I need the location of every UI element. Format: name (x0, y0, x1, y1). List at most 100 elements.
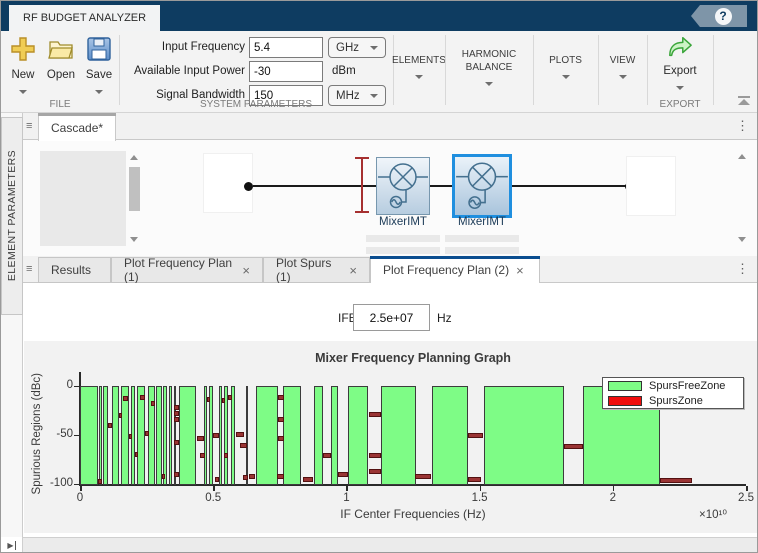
spurs-zone-marker (467, 433, 484, 439)
ribbon-separator (445, 35, 446, 105)
mixer-1-label: MixerIMT (379, 216, 427, 228)
input-node-dot (244, 182, 253, 191)
mixer-2-placeholder-bar (445, 247, 519, 254)
output-stage-box (626, 156, 676, 216)
legend-entry-label: SpursFreeZone (649, 379, 726, 392)
collapse-ribbon-icon (738, 96, 750, 98)
tab-plot-frequency-plan-2[interactable]: Plot Frequency Plan (2) × (370, 256, 540, 283)
spurs-free-zone-bar (173, 386, 177, 485)
export-button[interactable]: Export (649, 35, 711, 95)
mixer-block-1[interactable] (376, 157, 430, 215)
signal-bandwidth-unit-value: MHz (336, 89, 360, 102)
plot-tabs-kebab-menu-icon[interactable]: ⋮ (736, 261, 749, 276)
view-dropdown-button[interactable]: VIEW (598, 35, 647, 98)
ribbon-separator (119, 35, 120, 105)
chevron-down-icon (415, 74, 423, 79)
ribbon-separator (713, 35, 714, 105)
spurs-free-zone-bar (179, 386, 197, 485)
harmonic-balance-dropdown-button[interactable]: HARMONIC BALANCE (445, 35, 533, 98)
save-floppy-icon (87, 37, 111, 61)
spurs-free-zone-bar (163, 386, 168, 485)
available-input-power-field[interactable] (249, 61, 323, 82)
spurs-zone-marker (323, 453, 332, 459)
collapse-ribbon-button[interactable] (737, 96, 751, 106)
scroll-down-icon (130, 237, 138, 242)
plots-dropdown-button[interactable]: PLOTS (533, 35, 598, 98)
ifbw-field[interactable] (353, 304, 430, 331)
tab-results-label: Results (51, 263, 92, 277)
open-folder-icon (48, 41, 73, 59)
spurs-zone-marker (369, 453, 381, 459)
close-icon[interactable]: × (349, 262, 357, 278)
x-tick-label: 0 (76, 492, 84, 504)
canvas-scrollbar[interactable] (735, 146, 748, 250)
signal-bandwidth-unit-dropdown[interactable]: MHz (328, 85, 386, 106)
legend-row-spurszone: SpursZone (603, 393, 743, 408)
spurs-zone-marker (98, 478, 103, 484)
chart-title: Mixer Frequency Planning Graph (315, 351, 511, 365)
x-tick-mark (213, 486, 215, 491)
spurs-zone-marker (369, 411, 381, 417)
chevron-down-icon (370, 93, 378, 98)
active-tab-stripe (370, 256, 540, 259)
elements-dropdown-button[interactable]: ELEMENTS (392, 35, 446, 98)
available-input-power-unit: dBm (332, 65, 356, 77)
chevron-down-icon (485, 81, 493, 86)
cascade-tab[interactable]: Cascade* (38, 113, 116, 141)
spurs-zone-marker (278, 416, 284, 422)
x-tick-mark (479, 486, 482, 491)
tab-plot-spurs-1[interactable]: Plot Spurs (1) × (263, 256, 370, 284)
tab-results[interactable]: Results (38, 257, 111, 283)
scrollbar-thumb (129, 167, 140, 211)
spurs-free-zone-bar (314, 386, 324, 485)
canvas-panel-menu-icon[interactable]: ≡ (26, 120, 33, 132)
close-icon[interactable]: × (516, 262, 524, 278)
element-parameters-panel-tab[interactable]: ELEMENT PARAMETERS (1, 117, 23, 315)
spurs-free-zone-bar (102, 386, 108, 485)
ribbon-separator (393, 35, 394, 105)
spurs-zone-marker (174, 440, 179, 446)
new-button[interactable]: New (5, 36, 41, 99)
open-button[interactable]: Open (43, 36, 79, 81)
spurs-zone-marker (338, 471, 349, 477)
element-list-scrollbar[interactable] (128, 151, 141, 246)
harmonic-balance-label: HARMONIC BALANCE (461, 48, 517, 74)
spurs-zone-marker (213, 432, 219, 438)
save-button[interactable]: Save (81, 36, 117, 99)
spurs-free-zone-bar (204, 386, 208, 485)
left-strip: ELEMENT PARAMETERS (1, 113, 23, 537)
tab-plot-frequency-plan-1[interactable]: Plot Frequency Plan (1) × (111, 256, 263, 284)
spurs-zone-marker (199, 453, 205, 459)
spurs-zone-marker (415, 473, 432, 479)
spurs-zone-marker (302, 476, 314, 482)
app-ribbon-tab-label: RF BUDGET ANALYZER (23, 12, 147, 24)
input-frequency-unit-dropdown[interactable]: GHz (328, 37, 386, 58)
element-parameters-panel-tab-label: ELEMENT PARAMETERS (6, 150, 18, 282)
input-frequency-field[interactable] (249, 37, 323, 58)
spurs-free-zone-bar (348, 386, 369, 485)
elements-label: ELEMENTS (392, 55, 446, 67)
input-port-marker (355, 157, 369, 213)
mixer-2-placeholder-bar (445, 235, 519, 242)
titlebar: RF BUDGET ANALYZER ? (1, 1, 757, 31)
close-icon[interactable]: × (242, 262, 250, 278)
element-list-panel (40, 151, 126, 246)
help-button[interactable]: ? (691, 5, 747, 27)
expand-panel-button[interactable]: ▶ (1, 537, 23, 552)
spurs-zone-marker (107, 422, 112, 428)
spurs-free-zone-bar (219, 386, 223, 485)
schematic-wire (248, 185, 630, 187)
schematic-canvas[interactable]: MixerIMT M (23, 140, 757, 256)
signal-bandwidth-field[interactable] (249, 85, 323, 106)
chart-legend: SpursFreeZone SpursZone (602, 377, 744, 409)
ribbon-separator (598, 35, 599, 105)
y-tick-mark (74, 385, 79, 387)
canvas-kebab-menu-icon[interactable]: ⋮ (736, 118, 749, 133)
mixer-block-2-selected[interactable] (452, 154, 512, 218)
spurs-free-zone-bar (483, 386, 564, 485)
plot-panel-menu-icon[interactable]: ≡ (26, 263, 33, 275)
spurs-free-zone-bar (246, 386, 249, 485)
x-axis-line (79, 484, 746, 486)
app-ribbon-tab[interactable]: RF BUDGET ANALYZER (9, 5, 161, 31)
spurs-zone-marker (123, 396, 129, 402)
